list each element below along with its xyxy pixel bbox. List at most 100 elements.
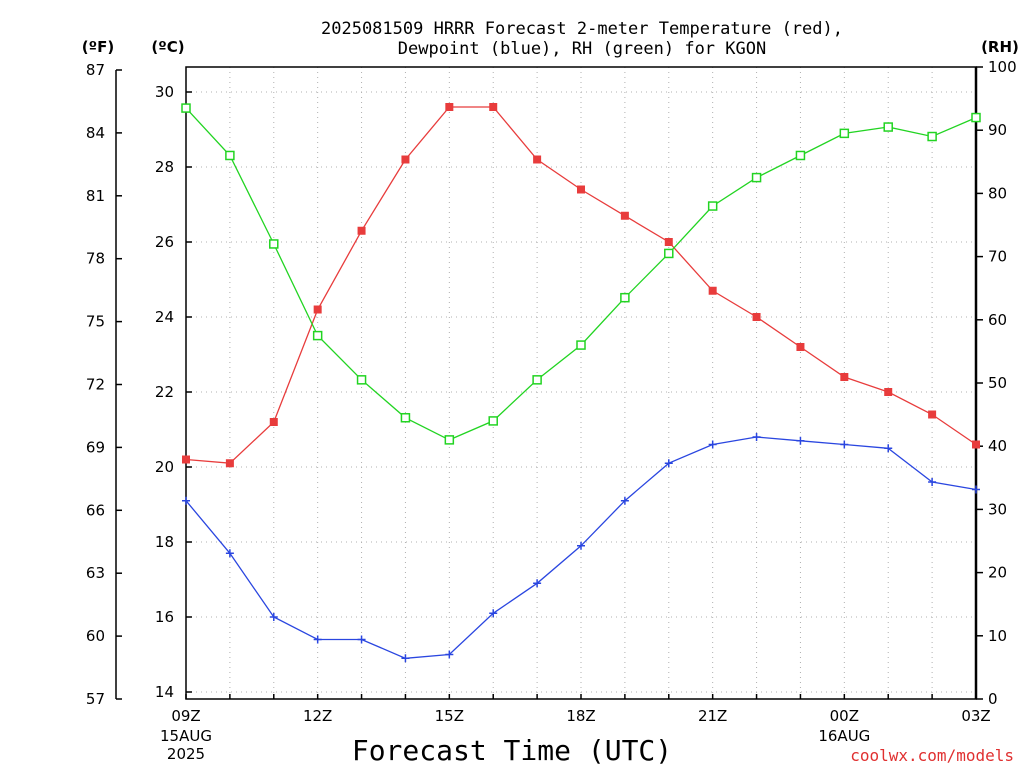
f-tick-label: 81 — [86, 187, 105, 205]
temperature-point — [577, 185, 585, 194]
f-tick-label: 69 — [86, 438, 105, 456]
rh-unit-label: (RH) — [981, 38, 1019, 56]
dewpoint-point — [401, 654, 410, 663]
temperature-point — [752, 313, 761, 321]
dewpoint-point — [225, 549, 234, 558]
fahrenheit-unit-label: (ºF) — [82, 38, 114, 56]
rh-point — [927, 131, 937, 142]
dewpoint-point — [489, 609, 498, 618]
f-tick-label: 66 — [86, 501, 105, 519]
dewpoint-point — [708, 440, 717, 449]
f-tick-label: 63 — [86, 564, 105, 582]
rh-tick-label: 100 — [988, 58, 1017, 76]
rh-tick-label: 20 — [988, 564, 1007, 582]
rh-point — [488, 416, 498, 426]
dewpoint-point — [796, 436, 805, 445]
temperature-point — [796, 343, 805, 351]
f-tick-label: 87 — [86, 61, 105, 79]
rh-tick-label: 70 — [988, 248, 1007, 266]
dewpoint-point — [928, 478, 937, 486]
rh-point — [576, 340, 586, 350]
x-tick-label: 12Z — [303, 707, 332, 725]
c-tick-label: 22 — [155, 383, 174, 401]
temperature-point — [664, 238, 673, 246]
temperature-point — [225, 459, 234, 468]
c-tick-label: 30 — [155, 83, 174, 101]
temperature-point — [313, 305, 322, 314]
dewpoint-point — [972, 485, 980, 494]
celsius-unit-label: (ºC) — [151, 38, 184, 56]
temperature-point — [928, 410, 937, 419]
x-tick-label: 03Z — [961, 707, 990, 725]
c-tick-label: 28 — [155, 158, 174, 176]
x-tick-label: 09Z — [171, 707, 200, 725]
dewpoint-point — [577, 541, 585, 550]
rh-point — [400, 413, 411, 423]
x-axis-title: Forecast Time (UTC) — [352, 734, 672, 767]
temperature-point — [840, 373, 849, 381]
c-tick-label: 14 — [155, 683, 174, 701]
rh-tick-label: 90 — [988, 121, 1007, 139]
rh-point — [664, 248, 674, 259]
dewpoint-point — [357, 635, 366, 644]
rh-point — [181, 103, 191, 113]
f-tick-label: 57 — [86, 690, 105, 708]
c-tick-label: 18 — [155, 533, 174, 551]
temperature-point — [182, 455, 190, 464]
temperature-point — [620, 211, 629, 220]
grid-lines — [185, 67, 977, 699]
temperature-point — [884, 388, 893, 396]
rh-point — [620, 292, 630, 303]
chart-title-line2: Dewpoint (blue), RH (green) for KGON — [398, 39, 766, 59]
f-tick-label: 75 — [86, 313, 105, 331]
x-tick-label: 21Z — [698, 707, 727, 725]
f-tick-label: 72 — [86, 376, 105, 394]
rh-tick-label: 10 — [988, 627, 1007, 645]
rh-point — [269, 239, 279, 249]
series-layer — [181, 103, 981, 663]
x-tick-label: 18Z — [566, 707, 595, 725]
c-tick-label: 20 — [155, 458, 174, 476]
dewpoint-point — [313, 635, 322, 644]
rh-tick-label: 0 — [988, 690, 998, 708]
credit-link[interactable]: coolwx.com/models — [850, 746, 1014, 765]
c-tick-label: 24 — [155, 308, 174, 326]
rh-point — [751, 172, 762, 183]
x-tick-label: 00Z — [830, 707, 859, 725]
temperature-point — [445, 103, 454, 111]
temperature-point — [972, 440, 980, 449]
rh-point — [707, 201, 718, 211]
dewpoint-point — [533, 579, 542, 588]
fahrenheit-axis: 87 84 81 78 75 72 69 66 63 60 57 — [86, 61, 122, 708]
f-tick-label: 78 — [86, 250, 105, 268]
rh-point — [444, 435, 455, 445]
rh-tick-label: 30 — [988, 500, 1007, 518]
temperature-point — [489, 103, 498, 111]
dewpoint-point — [752, 433, 761, 441]
rh-point — [883, 122, 893, 132]
x-tick-label: 15Z — [435, 707, 464, 725]
rh-point — [971, 112, 981, 123]
rh-point — [839, 128, 850, 139]
chart-title-line1: 2025081509 HRRR Forecast 2-meter Tempera… — [321, 19, 843, 39]
rh-point — [312, 330, 323, 341]
x-date-label: 2025 — [167, 745, 205, 763]
dewpoint-point — [269, 613, 278, 621]
c-tick-label: 16 — [155, 608, 174, 626]
rh-point — [532, 375, 542, 385]
temperature-point — [533, 155, 542, 164]
dewpoint-point — [664, 459, 673, 468]
rh-tick-label: 50 — [988, 374, 1007, 392]
temperature-point — [357, 226, 366, 235]
x-date-label: 16AUG — [818, 727, 870, 745]
temperature-point — [708, 286, 717, 295]
dewpoint-point — [182, 496, 190, 505]
temperature-point — [269, 418, 278, 426]
c-tick-label: 26 — [155, 233, 174, 251]
rh-point — [356, 375, 367, 385]
rh-point — [225, 150, 235, 161]
temperature-point — [401, 155, 410, 164]
